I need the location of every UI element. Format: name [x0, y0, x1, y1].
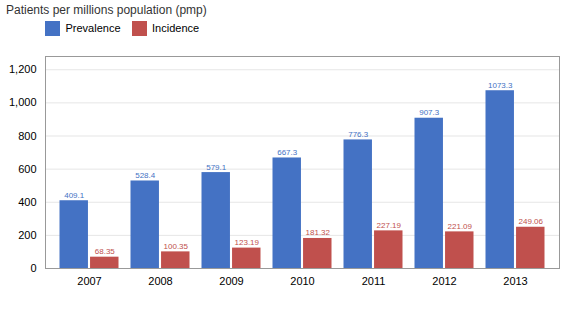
svg-text:667.3: 667.3: [277, 147, 298, 156]
html-text:Prevalence: Prevalence: [65, 22, 121, 34]
svg-text:400: 400: [18, 195, 36, 207]
svg-text:249.06: 249.06: [519, 217, 544, 226]
svg-text:2013: 2013: [503, 275, 527, 287]
svg-text:100.35: 100.35: [164, 241, 189, 250]
svg-text:907.3: 907.3: [419, 108, 440, 117]
svg-text:2011: 2011: [362, 275, 386, 287]
svg-text:800: 800: [18, 129, 36, 141]
svg-text:600: 600: [18, 162, 36, 174]
svg-text:227.19: 227.19: [377, 220, 402, 229]
svg-text:2010: 2010: [290, 275, 314, 287]
html-text:Patients per millions populati: Patients per millions population (pmp): [6, 3, 207, 17]
svg-text:528.4: 528.4: [135, 170, 156, 179]
svg-text:1,200: 1,200: [9, 63, 37, 75]
svg-text:123.19: 123.19: [235, 238, 260, 247]
svg-text:776.3: 776.3: [348, 129, 369, 138]
svg-text:2008: 2008: [148, 275, 172, 287]
svg-text:2009: 2009: [219, 275, 243, 287]
svg-text:200: 200: [18, 228, 36, 240]
svg-text:2007: 2007: [77, 275, 101, 287]
svg-text:181.32: 181.32: [306, 228, 331, 237]
svg-text:1,000: 1,000: [9, 96, 37, 108]
svg-text:221.09: 221.09: [448, 221, 473, 230]
svg-text:68.35: 68.35: [95, 247, 116, 256]
svg-text:2012: 2012: [432, 275, 456, 287]
svg-text:579.1: 579.1: [206, 162, 227, 171]
svg-text:0: 0: [30, 262, 36, 274]
svg-text:409.1: 409.1: [64, 190, 85, 199]
svg-text:1073.3: 1073.3: [488, 80, 513, 89]
html-text:Incidence: Incidence: [152, 22, 200, 34]
